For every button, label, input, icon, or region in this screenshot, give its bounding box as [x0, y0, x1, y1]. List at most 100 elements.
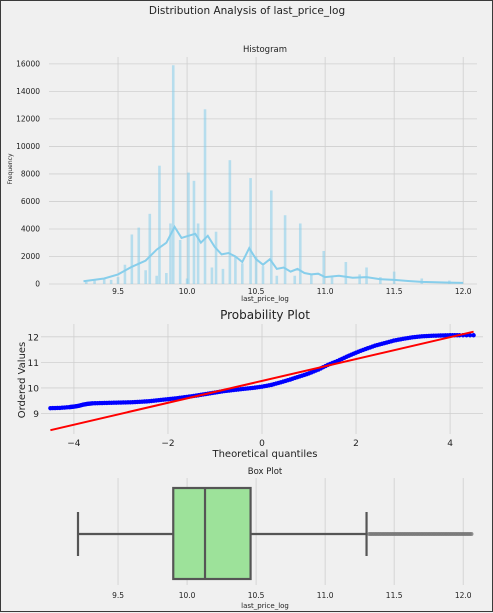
box-plot-ticks: 9.5 10.0 10.5 11.0 11.5 12.0 [112, 591, 472, 600]
probability-plot-point [471, 333, 476, 338]
histogram-x-label: last_price_log [241, 295, 289, 303]
box-plot-x-tick-label: 11.5 [386, 591, 403, 600]
box-plot-outlier [469, 532, 474, 536]
histogram-bar [93, 280, 96, 284]
histogram-bar [203, 109, 207, 285]
histogram-bar [137, 227, 141, 284]
histogram-bar [185, 278, 189, 284]
histogram-y-tick-label: 16000 [16, 59, 40, 68]
box-plot-x-tick-label: 12.0 [455, 591, 472, 600]
histogram-bar [234, 256, 237, 284]
box-plot-x-tick-label: 11.0 [317, 591, 334, 600]
histogram-x-tick-label: 11.5 [386, 287, 403, 296]
probability-plot-points [48, 333, 476, 411]
histogram-bar [298, 223, 302, 284]
histogram-bar [109, 279, 113, 284]
histogram-bar [221, 268, 225, 284]
histogram-y-label: Frequency [7, 153, 14, 184]
histogram-bar [130, 234, 134, 284]
histogram-title: Histogram [243, 45, 287, 55]
histogram-bar [283, 215, 287, 284]
histogram-bar [269, 190, 273, 284]
box-plot-body [76, 486, 474, 581]
box-plot-title: Box Plot [248, 467, 283, 477]
histogram-bars [84, 65, 451, 285]
histogram-bar [84, 281, 88, 284]
histogram-bar [158, 165, 161, 284]
box-plot-x-tick-label: 10.5 [248, 591, 265, 600]
histogram-bar [358, 274, 361, 284]
probability-plot-title: Probability Plot [220, 308, 310, 322]
probability-plot-x-tick-label: −2 [161, 439, 174, 449]
histogram-bar [392, 271, 396, 284]
probability-plot-point [467, 333, 473, 338]
histogram-bar [214, 231, 218, 284]
histogram-bar [275, 275, 279, 284]
probability-plot-ticks: −4 −2 0 2 4 9 10 11 12 [28, 333, 454, 449]
probability-plot-x-tick-label: −4 [67, 439, 81, 449]
histogram-bar [155, 275, 158, 284]
histogram-bar [293, 275, 297, 284]
histogram-y-tick-label: 10000 [16, 142, 40, 151]
histogram-ticks: 9.5 10.0 10.5 11.0 11.5 12.0 0 2000 4000 6000 8000… [16, 59, 472, 296]
histogram-bar [249, 178, 252, 284]
probability-plot-x-tick-label: 0 [259, 439, 265, 449]
histogram-bar [379, 277, 382, 284]
histogram-y-tick-label: 8000 [21, 169, 40, 178]
histogram-bar [102, 278, 106, 284]
histogram-bar [330, 277, 334, 284]
histogram-bar [344, 261, 348, 284]
histogram-bar [310, 274, 313, 284]
histogram-x-tick-label: 12.0 [455, 287, 472, 296]
fit-line [50, 330, 474, 432]
histogram-bar [169, 223, 172, 284]
histogram-bar [210, 267, 214, 284]
histogram-y-tick-label: 0 [35, 280, 40, 289]
histogram-grid [49, 57, 477, 285]
histogram-bar [322, 250, 326, 284]
histogram-y-tick-label: 12000 [16, 114, 40, 123]
probability-plot-y-tick-label: 11 [28, 359, 39, 369]
histogram-x-tick-label: 9.5 [112, 287, 124, 296]
histogram-bar [254, 256, 258, 284]
probability-plot-panel: Probability Plot −4 −2 0 2 4 9 10 11 12 Theoreti… [17, 308, 483, 460]
box-plot-box [172, 486, 252, 581]
histogram-bar [116, 277, 120, 284]
probability-plot-y-tick-label: 9 [33, 410, 39, 420]
histogram-bar [148, 213, 152, 284]
histogram-y-tick-label: 2000 [21, 252, 40, 261]
box-plot-x-tick-label: 9.5 [112, 591, 124, 600]
histogram-x-tick-label: 10.5 [248, 287, 265, 296]
histogram-bar [228, 160, 232, 284]
histogram-panel: Histogram 9.5 10.0 10.5 11.0 11.5 12.0 0 2000 40… [7, 45, 477, 303]
histogram-bar [123, 264, 127, 284]
box-plot-x-label: last_price_log [241, 602, 289, 610]
histogram-bar [178, 239, 182, 284]
probability-plot-x-tick-label: 4 [447, 439, 453, 449]
box-plot-x-tick-label: 10.0 [179, 591, 196, 600]
histogram-bar [187, 172, 190, 284]
histogram-y-tick-label: 6000 [21, 197, 40, 206]
probability-plot-y-label: Ordered Values [17, 342, 28, 419]
histogram-x-tick-label: 11.0 [317, 287, 334, 296]
probability-plot-y-tick-label: 10 [28, 384, 40, 394]
box-plot-grid [117, 478, 464, 585]
histogram-y-tick-label: 4000 [21, 224, 40, 233]
histogram-bar [261, 266, 265, 284]
histogram-bar [165, 272, 168, 284]
figure-title: Distribution Analysis of last_price_log [149, 5, 345, 17]
box-plot-panel: Box Plot 9.5 10.0 10.5 11.0 11.5 12.0 last_pr… [76, 467, 474, 610]
histogram-bar [192, 180, 196, 284]
histogram-bar [144, 270, 147, 284]
histogram-y-tick-label: 14000 [16, 87, 40, 96]
histogram-bar [240, 263, 244, 284]
histogram-x-tick-label: 10.0 [179, 287, 196, 296]
histogram-bar [196, 223, 200, 284]
histogram-bar [365, 267, 368, 284]
probability-plot-x-tick-label: 2 [353, 439, 359, 449]
probability-plot-x-label: Theoretical quantiles [211, 449, 317, 460]
probability-plot-y-tick-label: 12 [28, 333, 39, 343]
histogram-bar [171, 65, 175, 284]
